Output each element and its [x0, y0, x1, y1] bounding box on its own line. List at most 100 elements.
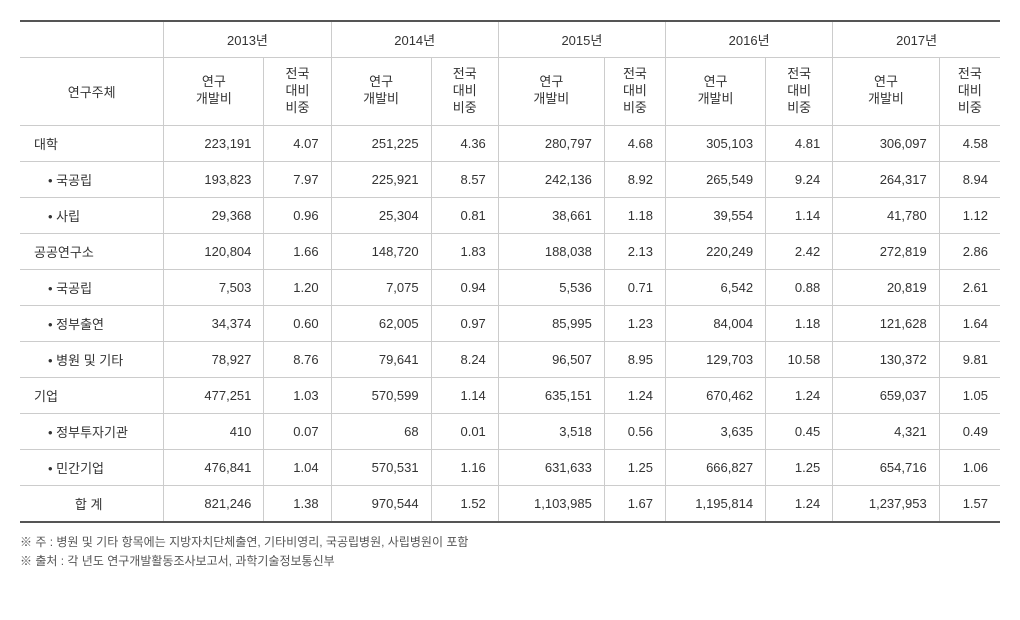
- table-header: 2013년2014년2015년2016년2017년연구주체연구 개발비전국 대비…: [20, 21, 1000, 125]
- sub-header: 연구 개발비: [164, 58, 264, 126]
- data-cell: 1.20: [264, 269, 331, 305]
- data-cell: 1.24: [766, 485, 833, 522]
- data-cell: 3,635: [666, 413, 766, 449]
- row-label: 기업: [20, 377, 164, 413]
- data-cell: 96,507: [498, 341, 604, 377]
- data-cell: 8.24: [431, 341, 498, 377]
- data-cell: 0.94: [431, 269, 498, 305]
- note-line: ※ 출처 : 각 년도 연구개발활동조사보고서, 과학기술정보통신부: [20, 552, 1000, 571]
- sub-header: 연구 개발비: [666, 58, 766, 126]
- data-cell: 5,536: [498, 269, 604, 305]
- sub-header: 전국 대비 비중: [604, 58, 665, 126]
- data-cell: 1.24: [604, 377, 665, 413]
- data-cell: 3,518: [498, 413, 604, 449]
- data-cell: 223,191: [164, 125, 264, 161]
- data-cell: 8.94: [939, 161, 1000, 197]
- year-header: 2014년: [331, 21, 498, 58]
- sub-header: 연구 개발비: [498, 58, 604, 126]
- row-label: • 병원 및 기타: [20, 341, 164, 377]
- data-cell: 4.68: [604, 125, 665, 161]
- data-cell: 1.14: [766, 197, 833, 233]
- header-blank: [20, 21, 164, 58]
- table-row: • 국공립7,5031.207,0750.945,5360.716,5420.8…: [20, 269, 1000, 305]
- row-label: • 국공립: [20, 161, 164, 197]
- data-cell: 188,038: [498, 233, 604, 269]
- rd-expenditure-table: 2013년2014년2015년2016년2017년연구주체연구 개발비전국 대비…: [20, 20, 1000, 523]
- data-cell: 659,037: [833, 377, 939, 413]
- data-cell: 666,827: [666, 449, 766, 485]
- sub-header: 전국 대비 비중: [431, 58, 498, 126]
- data-cell: 29,368: [164, 197, 264, 233]
- row-header-label: 연구주체: [20, 58, 164, 126]
- data-cell: 6,542: [666, 269, 766, 305]
- data-cell: 1.83: [431, 233, 498, 269]
- year-header: 2017년: [833, 21, 1000, 58]
- table-row: 공공연구소120,8041.66148,7201.83188,0382.1322…: [20, 233, 1000, 269]
- data-cell: 4.07: [264, 125, 331, 161]
- data-cell: 1.38: [264, 485, 331, 522]
- row-label: • 사립: [20, 197, 164, 233]
- data-cell: 970,544: [331, 485, 431, 522]
- row-label: 합 계: [20, 485, 164, 522]
- data-cell: 4,321: [833, 413, 939, 449]
- data-cell: 1.64: [939, 305, 1000, 341]
- data-cell: 4.58: [939, 125, 1000, 161]
- row-label: 공공연구소: [20, 233, 164, 269]
- data-cell: 2.42: [766, 233, 833, 269]
- data-cell: 9.24: [766, 161, 833, 197]
- data-cell: 8.95: [604, 341, 665, 377]
- row-label: 대학: [20, 125, 164, 161]
- sub-header: 연구 개발비: [331, 58, 431, 126]
- data-cell: 635,151: [498, 377, 604, 413]
- data-cell: 7.97: [264, 161, 331, 197]
- data-cell: 1.25: [766, 449, 833, 485]
- row-label: • 국공립: [20, 269, 164, 305]
- data-cell: 8.92: [604, 161, 665, 197]
- table-body: 대학223,1914.07251,2254.36280,7974.68305,1…: [20, 125, 1000, 522]
- year-header: 2013년: [164, 21, 331, 58]
- table-row: • 사립29,3680.9625,3040.8138,6611.1839,554…: [20, 197, 1000, 233]
- data-cell: 0.81: [431, 197, 498, 233]
- data-cell: 280,797: [498, 125, 604, 161]
- data-cell: 2.61: [939, 269, 1000, 305]
- data-cell: 4.81: [766, 125, 833, 161]
- row-label: • 정부투자기관: [20, 413, 164, 449]
- data-cell: 477,251: [164, 377, 264, 413]
- data-cell: 264,317: [833, 161, 939, 197]
- data-cell: 225,921: [331, 161, 431, 197]
- table-row: • 병원 및 기타78,9278.7679,6418.2496,5078.951…: [20, 341, 1000, 377]
- data-cell: 68: [331, 413, 431, 449]
- data-cell: 8.57: [431, 161, 498, 197]
- data-cell: 84,004: [666, 305, 766, 341]
- data-cell: 1.18: [766, 305, 833, 341]
- data-cell: 41,780: [833, 197, 939, 233]
- year-header: 2016년: [666, 21, 833, 58]
- sub-header: 전국 대비 비중: [766, 58, 833, 126]
- data-cell: 193,823: [164, 161, 264, 197]
- data-cell: 130,372: [833, 341, 939, 377]
- data-cell: 85,995: [498, 305, 604, 341]
- data-cell: 0.01: [431, 413, 498, 449]
- data-cell: 265,549: [666, 161, 766, 197]
- row-label: • 정부출연: [20, 305, 164, 341]
- data-cell: 0.97: [431, 305, 498, 341]
- year-header: 2015년: [498, 21, 665, 58]
- data-cell: 120,804: [164, 233, 264, 269]
- data-cell: 0.45: [766, 413, 833, 449]
- data-cell: 1.66: [264, 233, 331, 269]
- data-cell: 25,304: [331, 197, 431, 233]
- table-row: 대학223,1914.07251,2254.36280,7974.68305,1…: [20, 125, 1000, 161]
- data-cell: 1.57: [939, 485, 1000, 522]
- data-cell: 0.96: [264, 197, 331, 233]
- data-cell: 272,819: [833, 233, 939, 269]
- table-notes: ※ 주 : 병원 및 기타 항목에는 지방자치단체출연, 기타비영리, 국공립병…: [20, 533, 1000, 571]
- table-row: 기업477,2511.03570,5991.14635,1511.24670,4…: [20, 377, 1000, 413]
- data-cell: 1.12: [939, 197, 1000, 233]
- data-cell: 1.06: [939, 449, 1000, 485]
- data-cell: 121,628: [833, 305, 939, 341]
- data-cell: 1.67: [604, 485, 665, 522]
- data-cell: 1,237,953: [833, 485, 939, 522]
- data-cell: 220,249: [666, 233, 766, 269]
- data-cell: 654,716: [833, 449, 939, 485]
- data-cell: 0.07: [264, 413, 331, 449]
